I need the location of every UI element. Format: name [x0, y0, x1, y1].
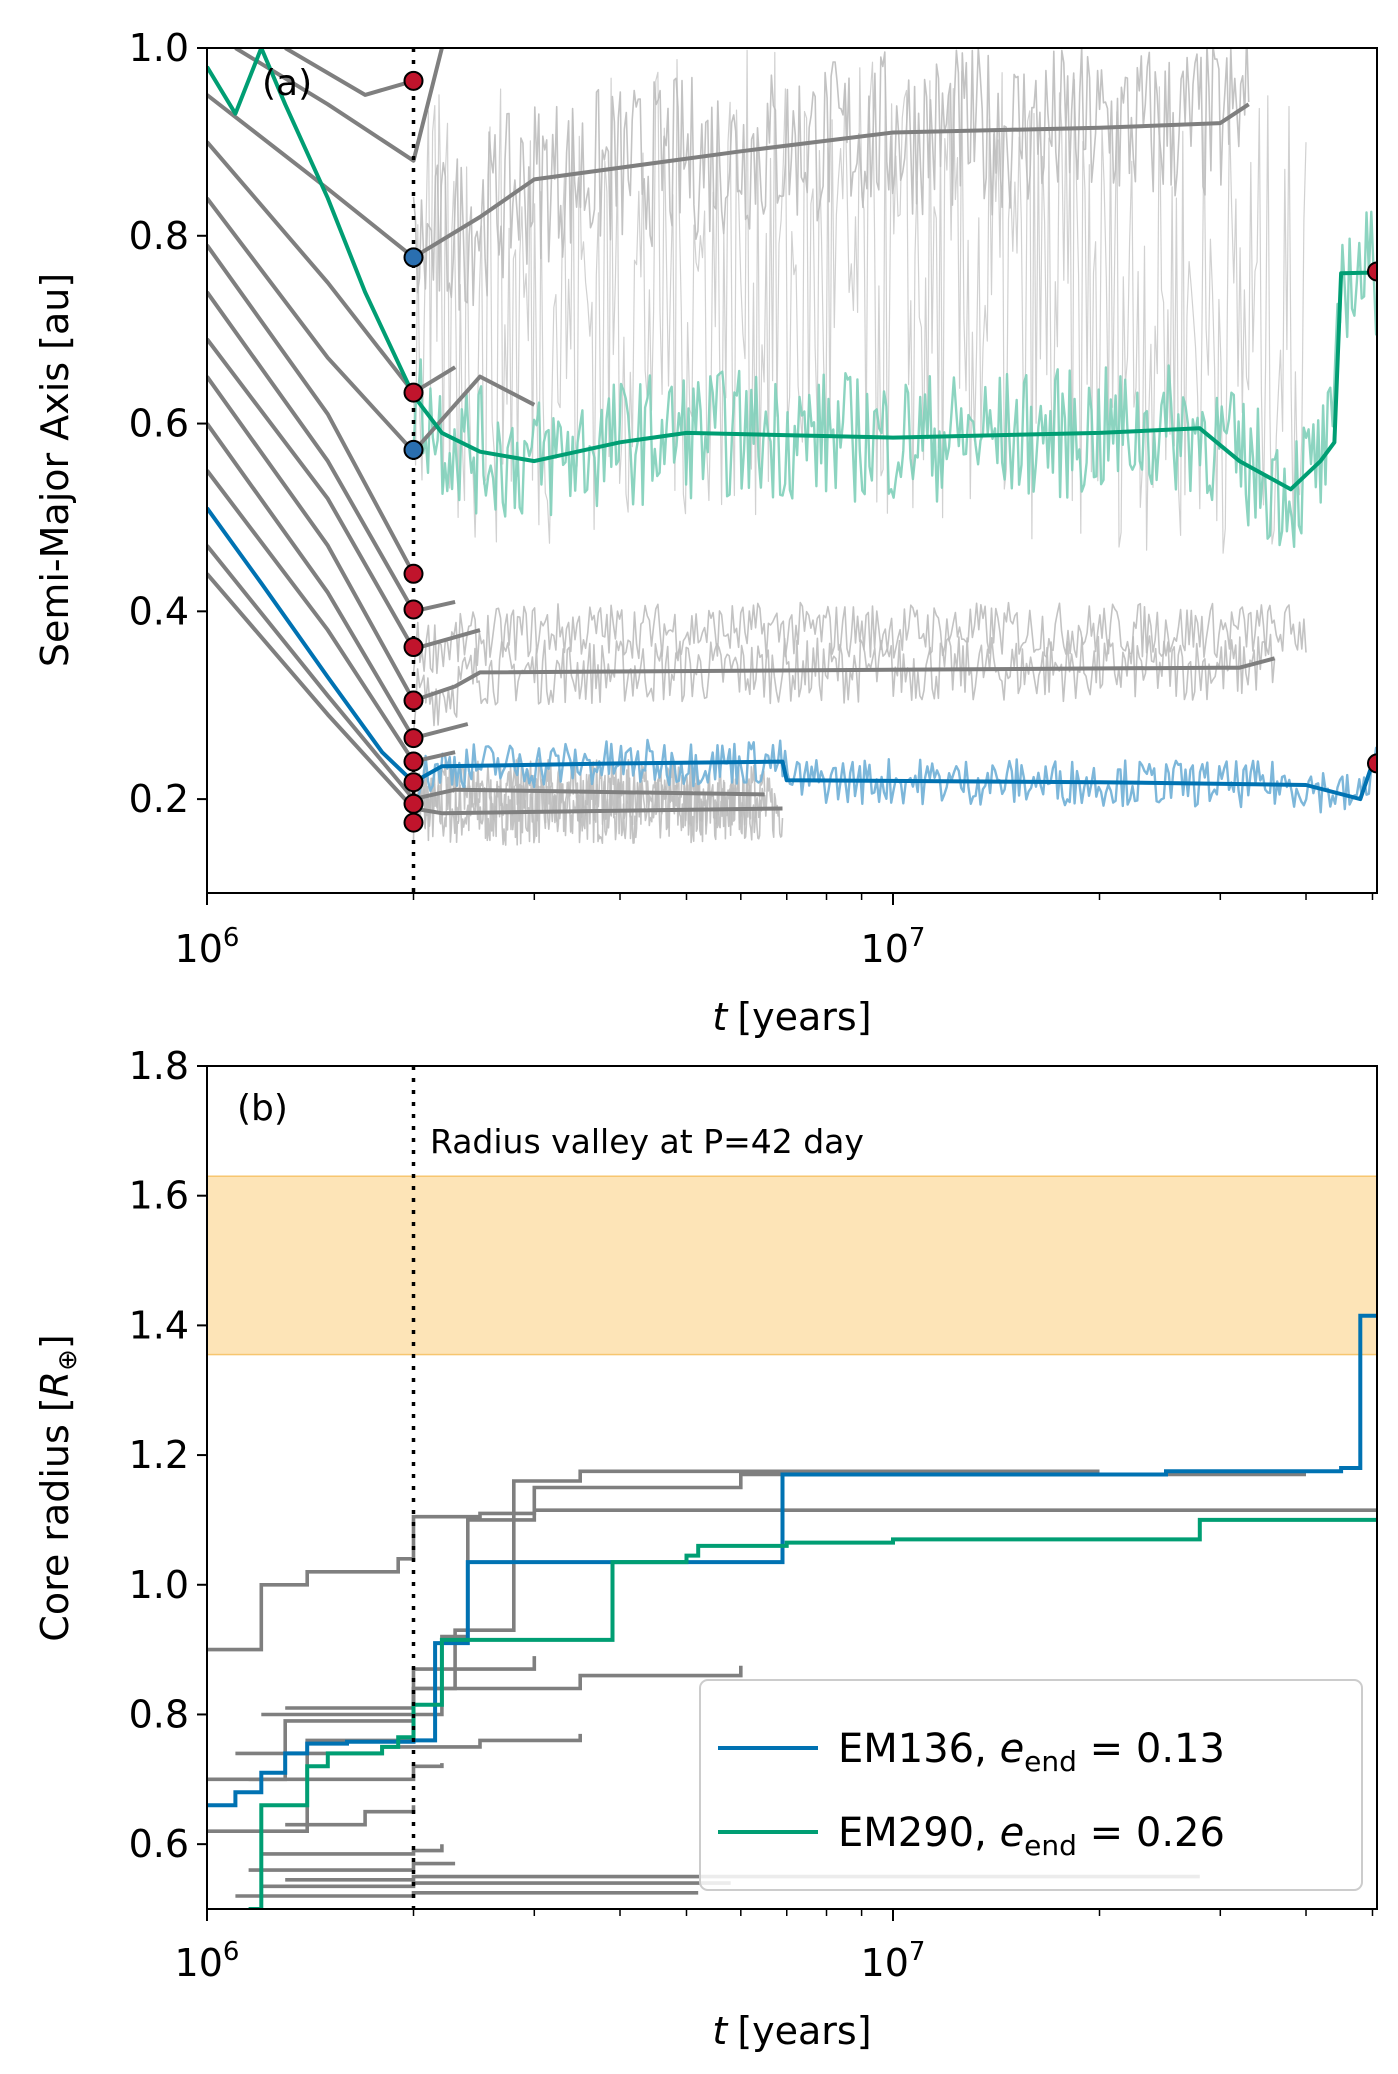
b-line-em290: [248, 1517, 1377, 1909]
a-initial-marker-12: [403, 812, 424, 833]
a-initial-marker-1: [403, 247, 424, 268]
b-x-axis-label: t [years]: [712, 2009, 871, 2053]
a-initial-marker-5: [403, 599, 424, 620]
b-y-tick-label-0.8: 0.8: [129, 1692, 189, 1736]
b-axes-frame: [206, 1065, 1378, 1910]
a-line-gray-8: [207, 244, 416, 575]
a-y-tick-label-1.0: 1.0: [129, 26, 189, 70]
b-panel-label: (b): [237, 1088, 288, 1129]
radius-valley-band: [207, 1175, 1377, 1356]
a-line-em136: [207, 506, 1377, 802]
a-initial-marker-2: [403, 382, 424, 403]
b-line-gray-3: [207, 1469, 1100, 1833]
a-variability-bands: [412, 48, 1377, 846]
a-x-axis-label: t [years]: [712, 995, 871, 1039]
a-band-gray-11: [412, 48, 1250, 311]
b-line-em136: [207, 1313, 1377, 1808]
b-y-ticks: 0.6 0.8 1.0 1.2 1.4 1.6 1.8: [129, 1044, 207, 1866]
b-line-gray-10: [248, 1861, 456, 1872]
panel-a: 0.2 0.4 0.6 0.8 1.0 106 107 t [years] Semi-Ma…: [33, 26, 1378, 1039]
a-y-tick-label-0.6: 0.6: [129, 402, 189, 446]
a-x-tick-label-1e6: 106: [175, 923, 240, 971]
a-y-tick-label-0.4: 0.4: [129, 589, 189, 633]
b-line-gray-12: [261, 1881, 731, 1889]
b-line-gray-9: [261, 1844, 444, 1856]
a-line-gray-5: [207, 375, 1276, 703]
a-band-em290: [412, 210, 1377, 548]
b-line-gray-7: [248, 1763, 444, 1782]
a-initial-marker-11: [403, 793, 424, 814]
a-initial-marker-10: [403, 772, 424, 793]
panel-b: 0.6 0.8 1.0 1.2 1.4 1.6 1.8 106 107 t [years] C…: [33, 1044, 1378, 2053]
a-initial-marker-0: [403, 70, 424, 91]
a-band-gray-2: [412, 757, 766, 832]
a-final-marker-1: [1367, 753, 1377, 774]
a-initial-marker-9: [403, 751, 424, 772]
a-band-gray-outer: [412, 601, 1307, 675]
legend-label-em136: EM136, eend = 0.13: [838, 1726, 1225, 1778]
b-x-minor-ticks: [412, 1909, 1374, 1916]
b-line-gray-4: [285, 1656, 537, 1710]
a-line-gray-7: [207, 290, 456, 614]
a-initial-marker-3: [403, 439, 424, 460]
a-y-ticks: 0.2 0.4 0.6 0.8 1.0: [129, 26, 207, 821]
a-y-tick-label-0.2: 0.2: [129, 777, 189, 821]
a-band-gray-scatter: [412, 49, 1307, 554]
b-y-axis-label: Core radius [R⊕]: [33, 1334, 83, 1641]
a-axes-frame: [206, 47, 1378, 894]
b-y-tick-label-1.2: 1.2: [129, 1433, 189, 1477]
b-x-tick-label-1e6: 106: [175, 1937, 240, 1985]
a-initial-marker-4: [403, 563, 424, 584]
a-line-em290: [207, 48, 1377, 492]
b-y-tick-label-1.4: 1.4: [129, 1303, 189, 1347]
b-y-tick-label-1.8: 1.8: [129, 1044, 189, 1088]
a-line-gray-10: [207, 140, 457, 395]
b-y-tick-label-1.6: 1.6: [129, 1174, 189, 1218]
b-line-gray-1: [207, 1508, 1377, 1652]
b-y-tick-label-0.6: 0.6: [129, 1822, 189, 1866]
a-band-gray-5: [412, 633, 1276, 734]
a-final-marker-0: [1367, 261, 1377, 282]
a-initial-marker-8: [403, 728, 424, 749]
b-y-tick-label-1.0: 1.0: [129, 1563, 189, 1607]
a-x-minor-ticks: [412, 893, 1374, 900]
a-line-gray-13: [284, 48, 415, 97]
a-line-gray-12: [234, 48, 444, 163]
a-line-gray-4: [207, 422, 469, 741]
a-initial-marker-7: [403, 690, 424, 711]
a-panel-label: (a): [262, 63, 312, 104]
a-line-gray-3: [207, 469, 456, 764]
a-x-ticks: [206, 893, 894, 905]
a-line-gray-11: [207, 93, 1250, 260]
b-x-ticks: [206, 1909, 894, 1921]
a-series-lines: [207, 48, 1377, 816]
a-x-tick-label-1e7: 107: [861, 923, 926, 971]
radius-valley-annotation: Radius valley at P=42 day: [430, 1122, 864, 1161]
a-markers: [403, 70, 1377, 833]
legend-label-em290: EM290, eend = 0.26: [838, 1810, 1225, 1862]
b-x-tick-label-1e7: 107: [861, 1937, 926, 1985]
a-y-axis-label: Semi-Major Axis [au]: [33, 273, 77, 667]
a-line-gray-6: [207, 337, 481, 651]
legend-box: [699, 1679, 1363, 1891]
a-y-tick-label-0.8: 0.8: [129, 214, 189, 258]
legend: EM136, eend = 0.13 EM290, eend = 0.26: [699, 1679, 1363, 1891]
a-initial-marker-6: [403, 637, 424, 658]
b-line-gray-8: [285, 1805, 416, 1827]
b-line-gray-13: [235, 1891, 699, 1898]
